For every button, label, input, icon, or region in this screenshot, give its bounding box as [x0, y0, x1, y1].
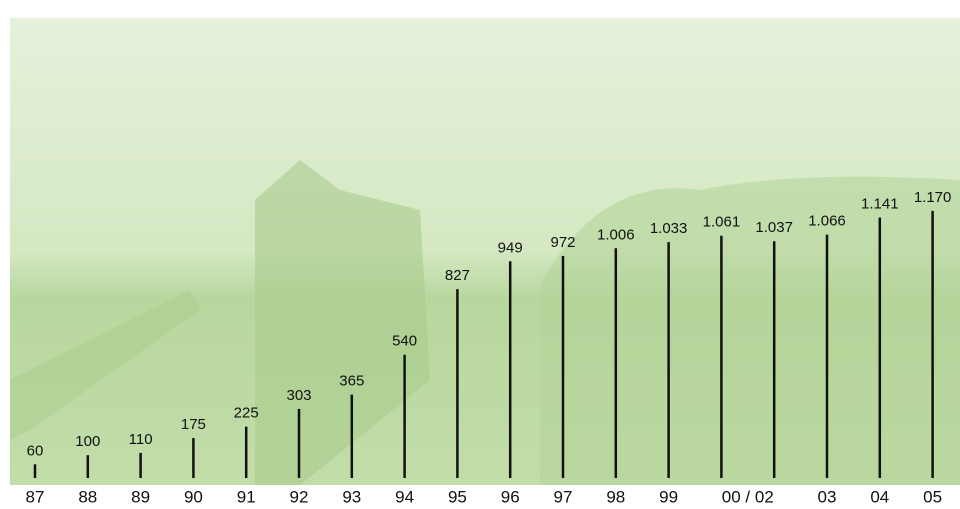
x-tick-label: 96 [501, 487, 520, 506]
page: 87 88 89 90 91 92 93 94 95 96 97 98 99 00 / 02 03 04 05 6… [0, 0, 960, 509]
x-tick-label: 88 [78, 487, 97, 506]
value-label: 60 [27, 442, 44, 459]
x-tick-label: 90 [184, 487, 203, 506]
value-label: 1.066 [808, 213, 846, 230]
value-label: 1.006 [597, 226, 635, 243]
value-label: 1.141 [861, 195, 899, 212]
x-tick-label: 95 [448, 487, 467, 506]
x-tick-label: 89 [131, 487, 150, 506]
value-label: 540 [392, 333, 417, 350]
x-tick-label: 98 [606, 487, 625, 506]
value-label: 225 [234, 405, 259, 422]
chart: 87 88 89 90 91 92 93 94 95 96 97 98 99 00 / 02 03 04 05 6… [0, 0, 960, 509]
x-tick-label: 04 [870, 487, 889, 506]
value-label: 1.061 [703, 214, 741, 231]
value-label: 1.033 [650, 220, 688, 237]
x-tick-label: 05 [923, 487, 942, 506]
value-label: 100 [75, 433, 100, 450]
value-label: 175 [181, 416, 206, 433]
x-tick-label: 97 [554, 487, 573, 506]
x-tick-label: 00 / 02 [722, 487, 774, 506]
value-label: 1.037 [755, 219, 793, 236]
value-label: 972 [550, 234, 575, 251]
tree-silhouette [540, 177, 960, 485]
value-label: 303 [286, 387, 311, 404]
x-tick-label: 92 [290, 487, 309, 506]
value-label: 1.170 [914, 189, 952, 206]
x-tick-label: 91 [237, 487, 256, 506]
value-label: 110 [129, 431, 153, 448]
x-tick-label: 03 [818, 487, 837, 506]
value-label: 365 [339, 373, 364, 390]
x-tick-label: 87 [26, 487, 45, 506]
x-tick-label: 99 [659, 487, 678, 506]
value-label: 827 [445, 267, 470, 284]
x-tick-label: 93 [342, 487, 361, 506]
x-tick-label: 94 [395, 487, 414, 506]
value-label: 949 [498, 239, 523, 256]
